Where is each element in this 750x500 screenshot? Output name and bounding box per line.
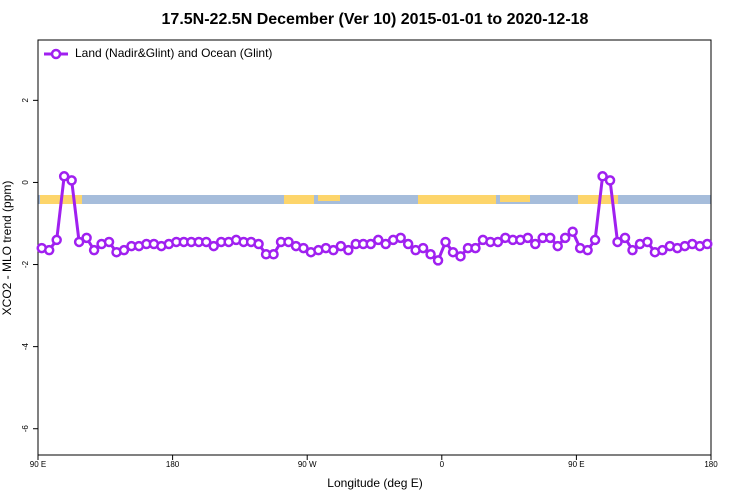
data-point [522, 232, 534, 244]
data-point [455, 251, 466, 262]
legend-marker [50, 48, 62, 60]
data-point [657, 244, 668, 256]
data-point [492, 236, 504, 248]
data-point [604, 175, 616, 186]
data-point [402, 238, 414, 250]
x-tick-label: 180 [166, 460, 180, 469]
data-point [530, 238, 541, 250]
data-point [627, 244, 638, 256]
data-point [268, 249, 279, 260]
data-point [582, 244, 593, 256]
data-point [335, 240, 347, 252]
y-tick-label: -2 [21, 260, 30, 268]
x-axis-label: Longitude (deg E) [327, 476, 422, 490]
data-point [702, 238, 713, 250]
data-point [552, 240, 563, 252]
data-point [283, 236, 294, 248]
data-point [88, 244, 100, 256]
data-point [43, 244, 55, 256]
data-point [298, 242, 309, 254]
data-point [328, 244, 339, 256]
x-tick-label: 90 E [568, 460, 584, 469]
data-point [81, 232, 92, 244]
data-point [372, 234, 384, 246]
chart-title: 17.5N-22.5N December (Ver 10) 2015-01-01… [162, 11, 589, 28]
data-point [51, 234, 62, 246]
data-point [619, 232, 631, 244]
x-tick-label: 90 W [298, 460, 317, 469]
data-point [208, 240, 219, 252]
data-point [589, 234, 601, 246]
y-tick-label: 2 [21, 98, 30, 103]
data-point [73, 236, 85, 248]
data-point [544, 232, 556, 244]
data-point [118, 244, 130, 256]
y-tick-label: 0 [21, 180, 30, 185]
data-point [58, 171, 70, 182]
data-point [612, 236, 623, 248]
x-tick-label: 0 [440, 460, 445, 469]
data-point [440, 236, 451, 248]
data-point [559, 232, 571, 244]
data-point [642, 236, 653, 248]
y-tick-label: -6 [21, 425, 30, 433]
y-axis-label: XCO2 - MLO trend (ppm) [0, 181, 14, 316]
y-tick-label: -4 [21, 343, 30, 351]
data-point [343, 244, 354, 256]
data-point [380, 238, 391, 250]
data-point [417, 242, 429, 254]
data-point [447, 246, 459, 258]
x-tick-label: 180 [704, 460, 718, 469]
data-point [597, 171, 608, 182]
data-point [253, 238, 264, 250]
x-tick-label: 90 E [30, 460, 46, 469]
data-point [395, 232, 406, 244]
data-point [103, 236, 115, 248]
data-point [567, 226, 578, 237]
data-point [432, 255, 444, 266]
legend-label: Land (Nadir&Glint) and Ocean (Glint) [75, 46, 272, 60]
data-point [66, 175, 77, 186]
data-point [425, 249, 436, 260]
data-point [470, 242, 481, 254]
data-point [201, 236, 212, 248]
data-point [365, 238, 377, 250]
land-ocean-strip [38, 195, 711, 204]
